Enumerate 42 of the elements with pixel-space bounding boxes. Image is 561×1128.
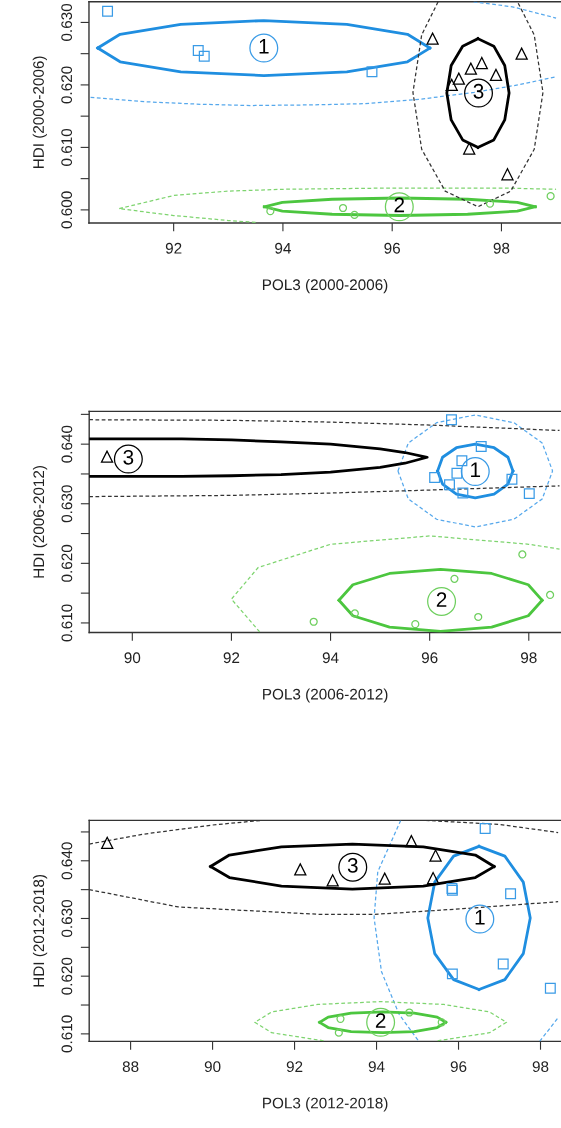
y-tick-label: 0.610 xyxy=(61,1015,73,1053)
annotation: 3 xyxy=(123,449,134,465)
annotation: 2 xyxy=(375,1013,386,1028)
annotation: 2 xyxy=(436,592,447,607)
annotation: 3 xyxy=(473,83,484,99)
x-axis-title: POL3 (2006-2012) xyxy=(263,688,388,703)
y-tick-label: 0.640 xyxy=(61,842,73,880)
x-tick-label: 90 xyxy=(124,652,141,664)
y-tick-label: 0.630 xyxy=(61,899,73,937)
annotation: 1 xyxy=(259,39,269,54)
x-tick-label: 94 xyxy=(368,1061,385,1073)
x-tick-label: 96 xyxy=(384,242,401,254)
x-tick-label: 94 xyxy=(275,242,291,254)
x-tick-label: 88 xyxy=(122,1061,139,1073)
y-axis-title: HDI (2000-2006) xyxy=(32,56,47,169)
x-tick-label: 92 xyxy=(165,242,182,254)
annotation: 1 xyxy=(475,910,485,925)
y-tick-label: 0.630 xyxy=(61,485,73,523)
annotation: 2 xyxy=(394,197,405,213)
y-tick-label: 0.640 xyxy=(61,425,73,463)
x-axis-title: POL3 (2000-2006) xyxy=(262,278,388,294)
y-tick-label: 0.620 xyxy=(61,66,73,104)
x-tick-label: 96 xyxy=(421,652,438,664)
x-tick-label: 96 xyxy=(450,1061,467,1073)
x-tick-label: 90 xyxy=(204,1061,221,1073)
x-axis-title: POL3 (2012-2018) xyxy=(263,1097,388,1112)
y-axis-title: HDI (2006-2012) xyxy=(32,465,48,578)
y-tick-label: 0.610 xyxy=(61,128,73,166)
y-tick-label: 0.620 xyxy=(61,544,73,582)
x-tick-label: 92 xyxy=(286,1061,303,1073)
annotation: 3 xyxy=(347,857,358,873)
y-tick-label: 0.620 xyxy=(61,957,73,995)
x-tick-label: 98 xyxy=(532,1061,549,1073)
x-tick-label: 94 xyxy=(322,652,339,664)
y-tick-label: 0.610 xyxy=(61,604,73,642)
x-tick-label: 98 xyxy=(521,652,537,664)
annotation: 1 xyxy=(471,462,481,477)
y-tick-label: 0.600 xyxy=(61,191,73,229)
x-tick-label: 98 xyxy=(493,242,510,254)
y-axis-title: HDI (2012-2018) xyxy=(32,874,48,987)
x-tick-label: 92 xyxy=(223,652,240,664)
y-tick-label: 0.630 xyxy=(61,3,73,41)
